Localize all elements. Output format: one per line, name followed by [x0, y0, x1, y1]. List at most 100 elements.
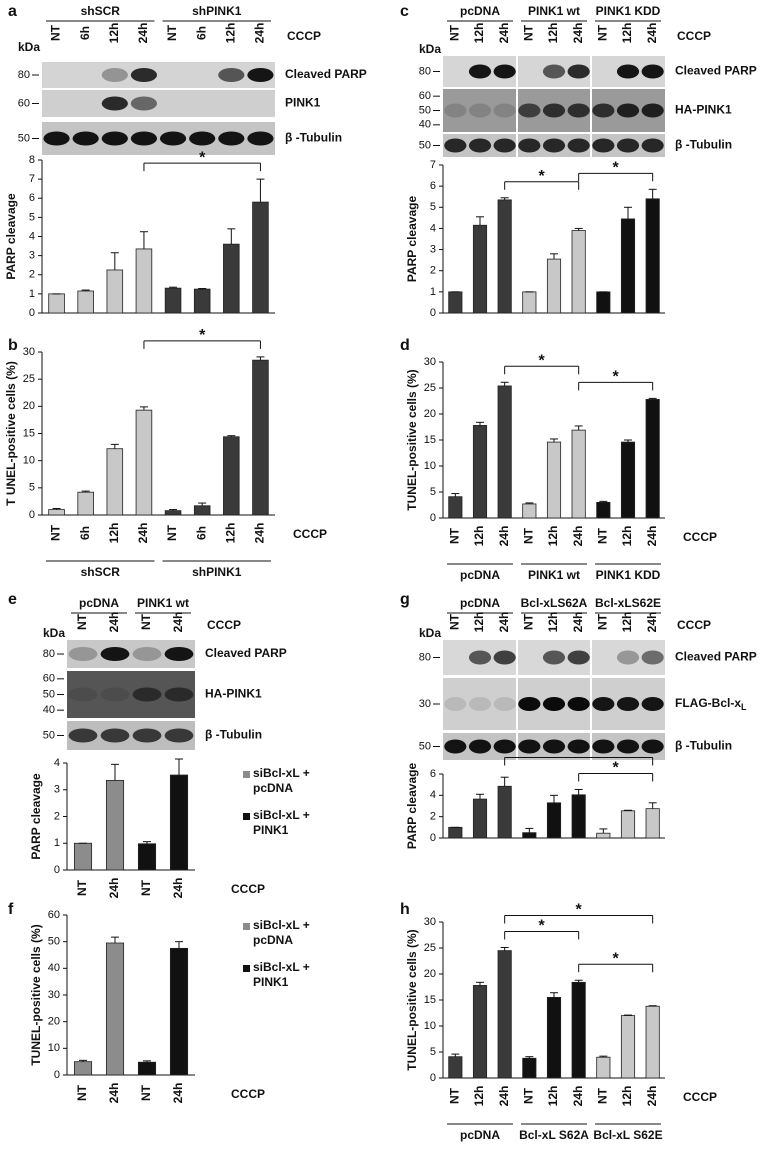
x-tick-label: 12h [546, 1086, 560, 1107]
x-tick-label: 12h [472, 526, 486, 547]
blot-band [641, 650, 664, 665]
blot-band [493, 650, 516, 665]
row-label-text: Cleaved PARP [675, 650, 757, 664]
x-tick-label: 12h [223, 523, 237, 544]
bar [137, 843, 157, 871]
row-label: PINK1 [285, 96, 321, 110]
blot-band [132, 728, 162, 743]
blot-band [567, 138, 590, 153]
blot-band [218, 68, 245, 82]
lane-label: 24h [136, 23, 150, 44]
lane-label: 24h [171, 612, 185, 633]
blot-band [130, 68, 158, 82]
blot-band [518, 138, 541, 153]
group-label: Bcl-xLS62A [521, 596, 588, 610]
blot-band [130, 96, 158, 111]
blot-band [592, 138, 615, 153]
blot-strip [42, 90, 275, 117]
blot-band [218, 131, 245, 146]
blot-band [592, 103, 615, 118]
y-tick-label: 3 [54, 784, 60, 796]
y-tick-label: 1 [29, 288, 35, 300]
y-tick-label: 3 [29, 250, 35, 262]
blot-band [542, 103, 566, 118]
group-label: PINK1 KDD [596, 568, 661, 582]
mw-marker: 60 [419, 90, 431, 102]
group-label: shSCR [81, 565, 121, 579]
y-tick-label: 20 [424, 408, 436, 420]
blot-band [542, 650, 566, 665]
x-tick-label: 24h [253, 523, 267, 544]
legend-swatch [243, 813, 250, 820]
bar [620, 218, 636, 314]
y-tick-label: 0 [430, 1072, 436, 1084]
blot-band [247, 68, 274, 82]
blot-band [641, 64, 664, 79]
group-label: Bcl-xLS62E [595, 596, 661, 610]
group-label: PINK1 wt [528, 4, 580, 18]
y-tick-label: 25 [424, 942, 436, 954]
lane-label: NT [75, 613, 89, 630]
y-tick-label: 10 [424, 1020, 436, 1032]
y-tick-label: 10 [23, 455, 35, 467]
bar [448, 291, 463, 314]
y-tick-label: 15 [23, 427, 35, 439]
y-tick-label: 3 [430, 243, 436, 255]
lane-label: 12h [546, 612, 560, 633]
bar [571, 981, 586, 1079]
group-label: pcDNA [460, 1128, 500, 1142]
y-tick-label: 30 [48, 989, 60, 1001]
panel-letter: b [8, 337, 18, 354]
significance: * [199, 149, 206, 166]
lane-label: 6h [78, 26, 92, 40]
y-tick-label: 5 [430, 486, 436, 498]
legend-entry: siBcl-xL + pcDNA [253, 918, 310, 947]
lane-label: 12h [472, 612, 486, 633]
y-tick-label: 50 [48, 936, 60, 948]
y-tick-label: 2 [430, 265, 436, 277]
x-tick-label: 24h [645, 1086, 659, 1107]
y-tick-label: 7 [430, 159, 436, 171]
x-tick-label: NT [522, 1087, 536, 1104]
x-tick-label: 6h [78, 526, 92, 540]
row-label: β -Tubulin [675, 739, 732, 753]
bar [522, 503, 537, 519]
panel-letter: c [400, 3, 409, 20]
bar [571, 429, 586, 519]
bar [620, 1015, 636, 1079]
row-label-text: β -Tubulin [205, 728, 262, 742]
y-tick-label: 4 [430, 789, 436, 801]
blot-band [493, 103, 516, 118]
panel-letter: d [400, 337, 410, 354]
mw-marker: 80 [43, 648, 55, 660]
mw-marker: 60 [18, 97, 30, 109]
bar [472, 798, 488, 839]
blot-band [444, 138, 467, 153]
row-label-sub: L [741, 702, 747, 712]
blot-band [592, 697, 615, 711]
blot-band [164, 647, 194, 661]
bar [137, 1061, 157, 1076]
x-axis-label: CCCP [293, 527, 327, 541]
blot-band [518, 103, 541, 118]
y-tick-label: 0 [29, 307, 35, 319]
x-axis-label: CCCP [231, 1087, 265, 1101]
y-tick-label: 40 [48, 962, 60, 974]
lane-label: NT [522, 24, 536, 41]
x-tick-label: NT [448, 1087, 462, 1104]
row-label: Cleaved PARP [205, 646, 287, 660]
lane-label: 12h [472, 23, 486, 44]
bar [497, 199, 512, 314]
bar [105, 779, 125, 871]
x-tick-label: 6h [194, 526, 208, 540]
bar [497, 950, 512, 1079]
lane-label: 24h [497, 612, 511, 633]
x-tick-label: NT [596, 527, 610, 544]
y-tick-label: 15 [424, 434, 436, 446]
lane-label: 6h [194, 26, 208, 40]
blot-band [641, 103, 664, 118]
bar [546, 802, 562, 839]
y-tick-label: 5 [430, 1046, 436, 1058]
x-tick-label: 24h [107, 1083, 121, 1104]
x-tick-label: 24h [497, 1086, 511, 1107]
